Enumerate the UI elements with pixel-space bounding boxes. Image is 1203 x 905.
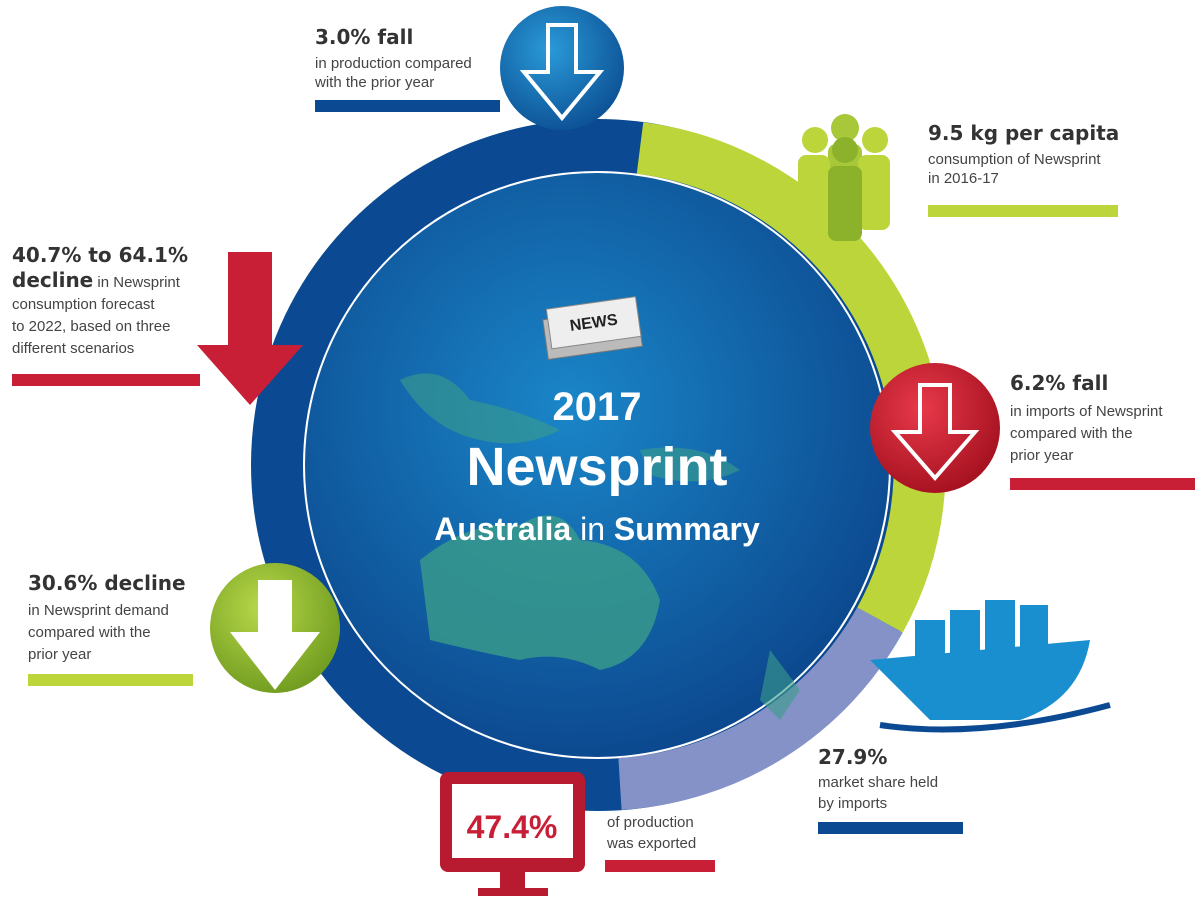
bar (12, 374, 200, 386)
headline: 9.5 kg per capita (928, 121, 1119, 145)
bar (818, 822, 963, 834)
headline: 30.6% decline (28, 571, 186, 595)
exported-value: 47.4% (467, 809, 558, 845)
line: compared with the (1010, 425, 1133, 442)
line: market share held (818, 774, 938, 791)
line: in Newsprint demand (28, 602, 169, 619)
badge: NEWS (569, 311, 619, 335)
people-icon (798, 114, 890, 241)
line: of production (607, 814, 694, 831)
red-arrow-icon (870, 363, 1000, 493)
monitor-icon (440, 772, 585, 896)
line: in imports of Newsprint (1010, 403, 1163, 420)
title: Newsprint (466, 437, 727, 497)
line: decline in Newsprint (12, 268, 181, 292)
subtitle-part: Australia (434, 511, 571, 547)
blue-arrow-icon (500, 6, 624, 130)
headline: 3.0% fall (315, 25, 413, 49)
red-arrow (197, 252, 303, 405)
bar (928, 205, 1118, 217)
lead: decline (12, 268, 93, 292)
bar (1010, 478, 1195, 490)
subtitle-part: Summary (614, 511, 760, 547)
line: by imports (818, 795, 887, 812)
australia (420, 515, 660, 670)
line: prior year (1010, 447, 1073, 464)
subtitle-part: in (580, 511, 605, 547)
line: to 2022, based on three (12, 318, 170, 335)
headline: 40.7% to 64.1% (12, 243, 188, 267)
ring-green (636, 122, 946, 633)
headline: 27.9% (818, 745, 887, 769)
headline: 6.2% fall (1010, 371, 1108, 395)
ring-lavender (618, 607, 903, 810)
line: consumption of Newsprint (928, 151, 1101, 168)
line: with the prior year (314, 74, 434, 91)
bar (315, 100, 500, 112)
year: 2017 (553, 385, 642, 429)
new-guinea (640, 447, 740, 482)
line: consumption forecast (12, 296, 155, 313)
asia-islands (400, 373, 560, 444)
subtitle: Australia in Summary (434, 511, 760, 547)
green-arrow-icon (210, 563, 340, 693)
line: was exported (606, 835, 696, 852)
line: in 2016-17 (928, 170, 999, 187)
bar (28, 674, 193, 686)
newspaper-icon: NEWS (542, 296, 643, 360)
line: different scenarios (12, 340, 134, 357)
line: in production compared (315, 55, 472, 72)
new-zealand (760, 650, 800, 720)
line: prior year (28, 646, 91, 663)
bar (605, 860, 715, 872)
line-part: in Newsprint (93, 274, 181, 291)
ship-icon (870, 600, 1111, 733)
line: compared with the (28, 624, 151, 641)
